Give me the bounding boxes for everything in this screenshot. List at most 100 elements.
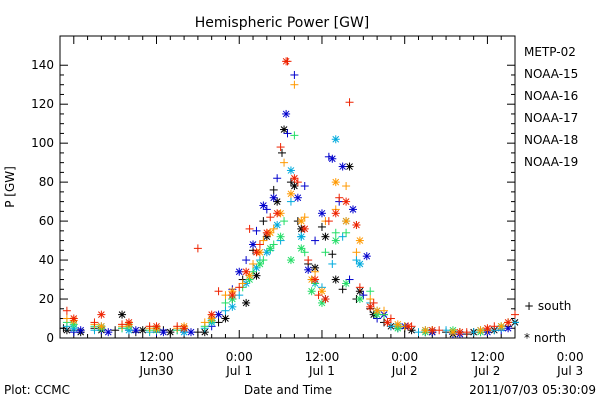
legend: METP-02 NOAA-15 NOAA-16 NOAA-17 NOAA-18 NOAA-…: [524, 45, 578, 169]
point-north: [259, 201, 268, 210]
plot-credit: Plot: CCMC: [4, 383, 70, 397]
point-south: [317, 222, 326, 231]
legend-north-marker: * north: [524, 331, 566, 345]
point-south: [311, 267, 320, 276]
point-south: [355, 283, 364, 292]
point-south: [511, 310, 519, 319]
point-north: [321, 232, 330, 241]
point-south: [414, 328, 423, 337]
point-south: [335, 193, 344, 202]
point-south: [235, 291, 244, 300]
point-north: [214, 310, 223, 319]
point-north: [286, 189, 295, 198]
plot-frame: [59, 35, 516, 339]
point-north: [97, 310, 106, 319]
point-north: [221, 314, 230, 323]
point-north: [131, 326, 140, 335]
point-south: [118, 320, 127, 329]
point-south: [249, 267, 258, 276]
point-south: [366, 287, 375, 296]
point-south: [511, 318, 519, 327]
point-north: [504, 318, 513, 327]
point-north: [262, 228, 271, 237]
point-south: [62, 314, 71, 323]
point-north: [342, 197, 351, 206]
point-north: [138, 326, 147, 335]
point-north: [228, 302, 237, 311]
point-north: [282, 109, 291, 118]
point-south: [442, 326, 451, 335]
legend-entry: NOAA-19: [524, 155, 578, 169]
legend-entry: NOAA-17: [524, 111, 578, 125]
point-south: [324, 152, 333, 161]
point-north: [317, 287, 326, 296]
point-north: [393, 320, 402, 329]
point-north: [186, 328, 195, 337]
point-south: [262, 205, 271, 214]
point-south: [280, 158, 289, 167]
point-north: [152, 322, 161, 331]
point-south: [328, 250, 337, 259]
point-south: [342, 182, 351, 191]
point-north: [476, 326, 485, 335]
point-south: [266, 213, 275, 222]
point-north: [228, 291, 237, 300]
point-south: [242, 256, 251, 265]
point-north: [328, 154, 337, 163]
point-north: [118, 310, 127, 319]
point-north: [242, 298, 251, 307]
x-tick-label-date: Jul 3: [556, 364, 583, 378]
point-south: [252, 226, 261, 235]
point-north: [280, 125, 289, 134]
point-north: [297, 232, 306, 241]
point-south: [269, 224, 278, 233]
point-north: [207, 310, 216, 319]
chart-title: Hemispheric Power [GW]: [195, 15, 370, 31]
timestamp: 2011/07/03 05:30:09: [469, 383, 596, 397]
point-south: [221, 306, 230, 315]
x-tick-label-date: Jul 2: [391, 364, 418, 378]
point-south: [328, 259, 337, 268]
point-north: [383, 318, 392, 327]
x-tick-label-time: 12:00: [139, 350, 174, 364]
point-south: [300, 213, 309, 222]
point-south: [469, 328, 478, 337]
point-south: [214, 318, 223, 327]
point-north: [235, 267, 244, 276]
x-tick-label-date: Jul 1: [308, 364, 335, 378]
point-south: [290, 80, 299, 89]
point-north: [362, 252, 371, 261]
legend-entry: NOAA-16: [524, 89, 578, 103]
point-north: [286, 166, 295, 175]
y-axis-label: P [GW]: [3, 166, 17, 208]
point-north: [355, 236, 364, 245]
point-south: [435, 326, 444, 335]
point-north: [331, 178, 340, 187]
point-north: [366, 302, 375, 311]
point-south: [293, 178, 302, 187]
point-south: [311, 236, 320, 245]
point-north: [97, 322, 106, 331]
point-south: [90, 318, 99, 327]
point-south: [249, 259, 258, 268]
point-south: [345, 98, 354, 107]
point-north: [282, 57, 291, 66]
point-north: [297, 244, 306, 253]
legend-south-marker: + south: [524, 299, 571, 313]
point-south: [238, 279, 247, 288]
point-south: [259, 236, 268, 245]
point-north: [252, 271, 261, 280]
point-south: [245, 224, 254, 233]
point-south: [380, 306, 389, 315]
y-tick-label: 60: [39, 214, 54, 228]
point-south: [386, 314, 395, 323]
y-tick-label: 120: [31, 97, 54, 111]
x-tick-label-date: Jun30: [138, 364, 173, 378]
point-north: [428, 326, 437, 335]
point-south: [345, 275, 354, 284]
point-north: [104, 328, 113, 337]
legend-entry: METP-02: [524, 45, 576, 59]
y-tick-label: 40: [39, 253, 54, 267]
